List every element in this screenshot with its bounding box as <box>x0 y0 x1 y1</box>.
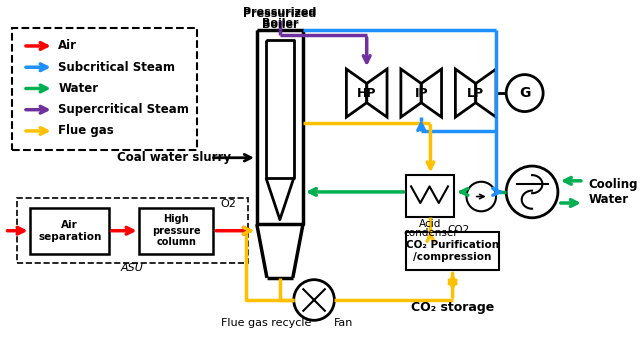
Bar <box>140 208 213 254</box>
Text: Subcritical Steam: Subcritical Steam <box>58 61 175 74</box>
Text: Supercritical Steam: Supercritical Steam <box>58 103 189 116</box>
Bar <box>12 28 196 150</box>
Bar <box>406 175 454 217</box>
Text: G: G <box>519 86 531 100</box>
Text: Flue gas recycle: Flue gas recycle <box>221 318 311 328</box>
Text: ASU: ASU <box>121 263 143 273</box>
Text: IP: IP <box>414 87 428 99</box>
Text: Flue gas: Flue gas <box>58 125 114 138</box>
Text: High
pressure
column: High pressure column <box>152 214 201 247</box>
Bar <box>17 198 248 263</box>
Text: HP: HP <box>357 87 376 99</box>
Bar <box>406 232 499 270</box>
Bar <box>31 208 109 254</box>
Text: Acid: Acid <box>419 219 442 229</box>
Text: CO₂ Purification
/compression: CO₂ Purification /compression <box>406 240 499 262</box>
Text: Cooling
Water: Cooling Water <box>588 178 638 206</box>
Text: LP: LP <box>467 87 484 99</box>
Text: Air: Air <box>58 39 77 52</box>
Text: O2: O2 <box>220 199 236 209</box>
Text: Coal water slurry: Coal water slurry <box>116 151 230 164</box>
Text: Boiler: Boiler <box>262 20 298 30</box>
Text: CO2: CO2 <box>447 225 469 235</box>
Text: Pressurized: Pressurized <box>243 9 317 19</box>
Text: Pressurized
Boiler: Pressurized Boiler <box>243 7 317 28</box>
Text: CO₂ storage: CO₂ storage <box>411 301 494 314</box>
Text: Fan: Fan <box>333 318 353 328</box>
Text: condenser: condenser <box>403 229 458 238</box>
Text: Air
separation: Air separation <box>38 220 101 242</box>
Text: Water: Water <box>58 82 99 95</box>
